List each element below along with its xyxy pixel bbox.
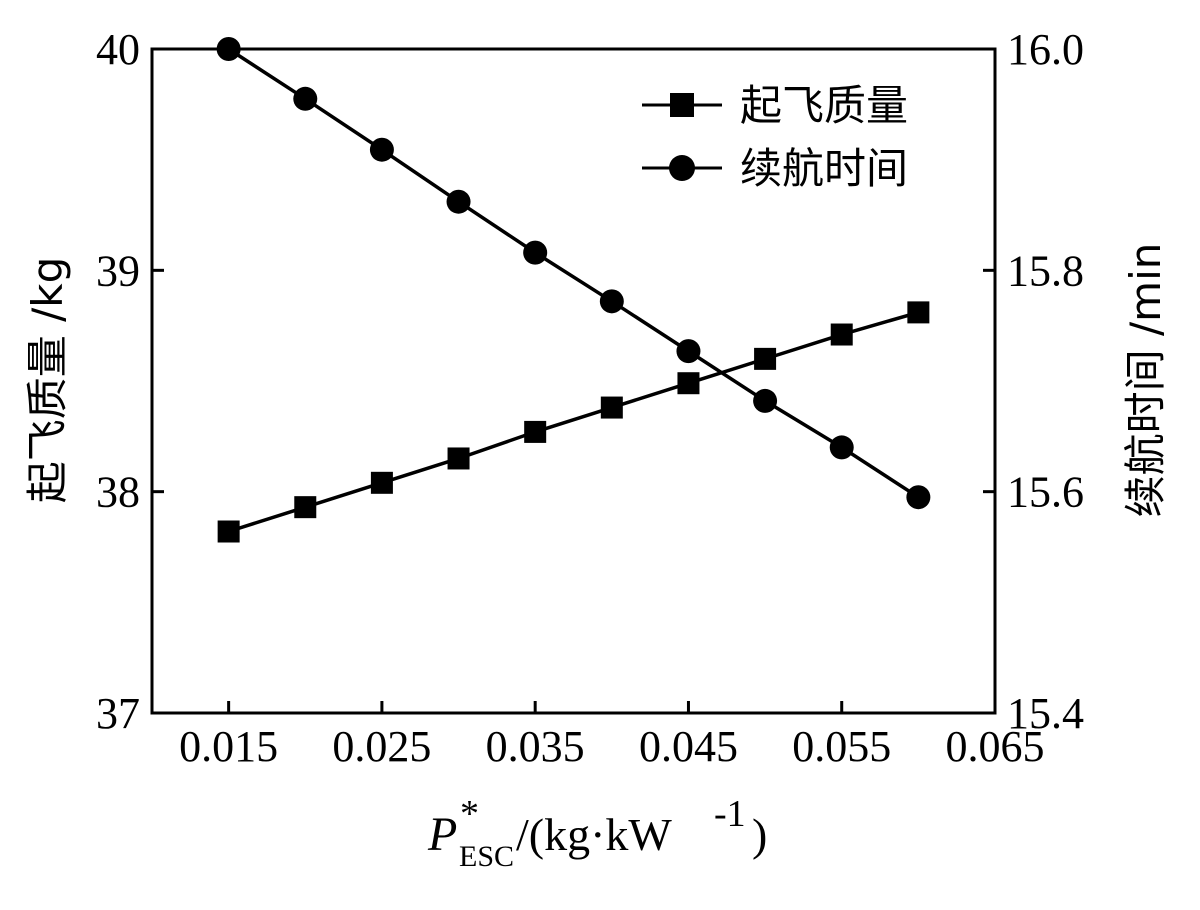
data-point-circle <box>599 289 624 314</box>
x-tick-label: 0.045 <box>639 722 738 771</box>
y-right-axis-title: 续航时间 /min <box>1121 243 1170 518</box>
y-left-tick-label: 39 <box>96 246 140 295</box>
x-tick-label: 0.065 <box>946 722 1045 771</box>
data-point-square <box>447 447 470 470</box>
legend-marker-circle <box>669 155 695 181</box>
legend-marker-square <box>670 93 694 117</box>
data-point-circle <box>446 189 471 214</box>
data-point-square <box>907 301 930 324</box>
y-right-tick-label: 15.6 <box>1007 468 1084 517</box>
y-left-tick-label: 40 <box>96 25 140 74</box>
x-axis-title-superscript: * <box>460 793 479 835</box>
plot-frame <box>150 47 997 715</box>
x-axis-title-subscript: ESC <box>459 840 514 873</box>
x-axis-title-unit: /(kg·kW <box>516 809 672 860</box>
y-right-tick-label: 15.4 <box>1007 689 1084 738</box>
data-point-square <box>370 471 393 494</box>
ticks: 0.015 0.025 0.035 0.045 0.055 0.065 37 38 39 40 15… <box>96 25 1084 771</box>
x-tick-label: 0.015 <box>179 722 278 771</box>
data-point-square <box>600 396 623 419</box>
data-point-square <box>677 372 700 395</box>
x-axis-title-unit-exponent: -1 <box>714 793 746 835</box>
y-right-tick-label: 16.0 <box>1007 25 1084 74</box>
y-left-tick-label: 37 <box>96 689 140 738</box>
data-point-circle <box>523 240 548 265</box>
x-tick-label: 0.035 <box>486 722 585 771</box>
axes <box>150 47 997 715</box>
data-point-circle <box>369 137 394 162</box>
x-axis-title-unit-close: ) <box>752 809 767 860</box>
y-right-tick-label: 15.8 <box>1007 246 1084 295</box>
data-point-circle <box>216 37 241 61</box>
data-point-circle <box>906 485 931 510</box>
y-left-tick-label: 38 <box>96 468 140 517</box>
data-point-square <box>524 420 547 443</box>
data-point-circle <box>293 86 318 111</box>
x-axis-title: P * ESC /(kg·kW -1 ) <box>427 793 767 873</box>
data-point-circle <box>676 339 701 364</box>
data-point-circle <box>753 388 778 413</box>
legend-label-takeoff-mass: 起飞质量 <box>740 81 908 130</box>
x-tick-label: 0.025 <box>332 722 431 771</box>
data-point-square <box>294 496 317 519</box>
data-point-square <box>830 323 853 346</box>
series-line-endurance <box>227 47 920 499</box>
series-markers <box>216 37 931 543</box>
series-line-takeoff-mass <box>228 310 919 534</box>
data-point-square <box>754 347 777 370</box>
x-tick-label: 0.055 <box>792 722 891 771</box>
y-left-axis-title: 起飞质量 /kg <box>23 257 72 503</box>
legend: 起飞质量 续航时间 <box>642 81 908 193</box>
x-axis-title-symbol: P <box>427 808 457 861</box>
data-point-square <box>217 520 240 543</box>
series-lines <box>227 47 920 534</box>
legend-label-endurance: 续航时间 <box>740 144 908 193</box>
data-point-circle <box>829 435 854 460</box>
